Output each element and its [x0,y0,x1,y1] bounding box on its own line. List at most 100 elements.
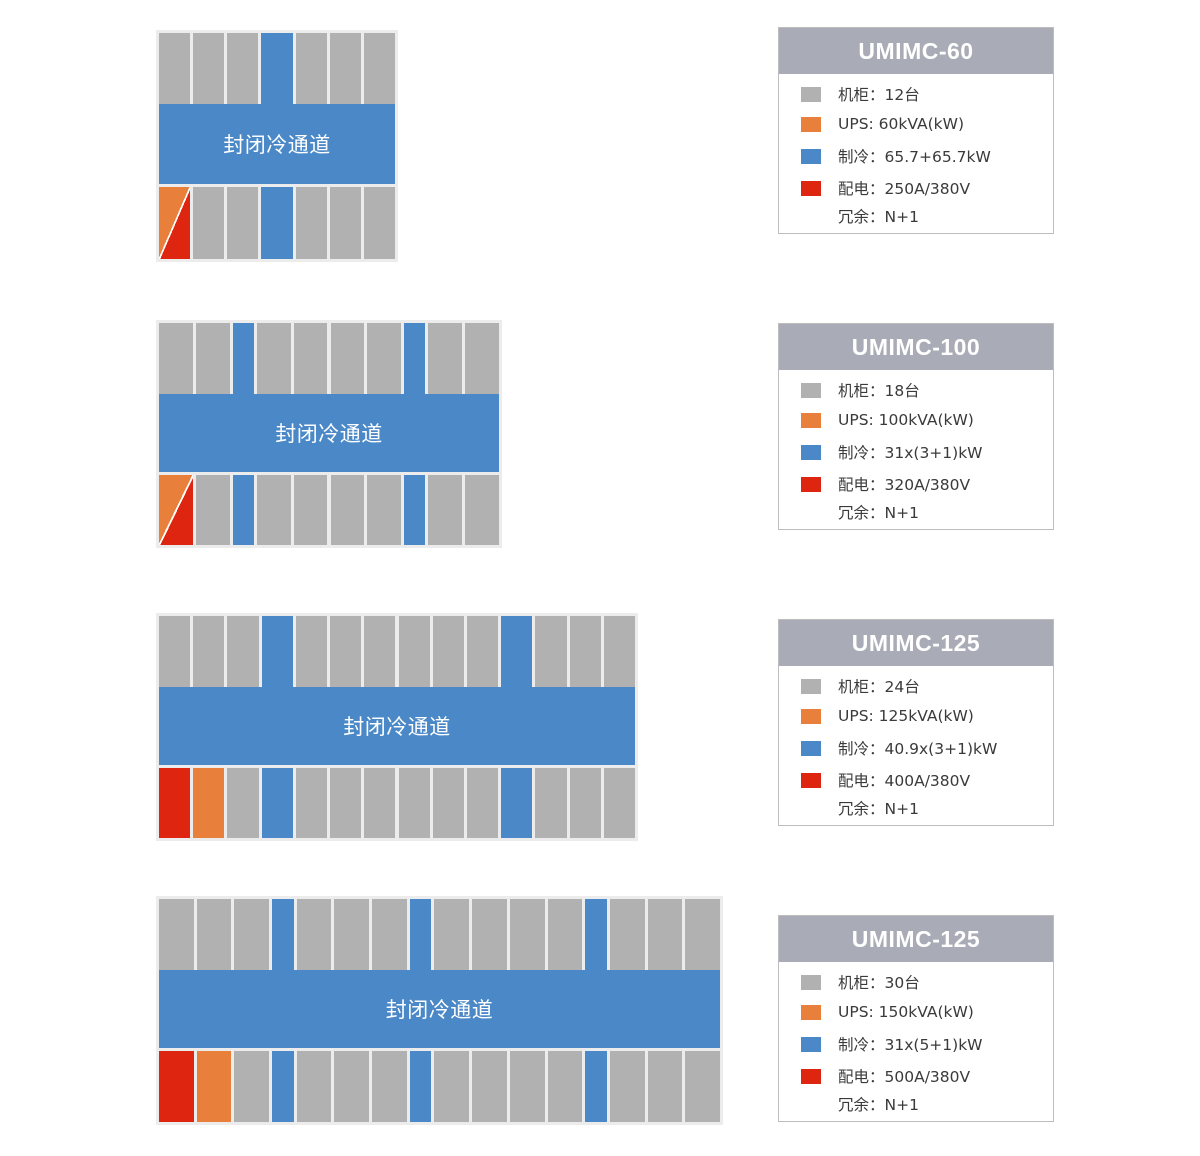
cooling-unit-cell [272,1051,294,1122]
spec-row: 机柜：18台 [801,380,920,400]
cooling-legend-swatch [801,740,821,756]
cabinet-cell [367,323,402,394]
power-distribution-cell [159,768,191,838]
spec-row: UPS: 150kVA(kW) [801,1002,974,1022]
spec-row: 冗余：N+1 [801,798,919,818]
cabinet-cell [398,616,430,687]
cabinet-cell [227,768,259,838]
spec-row: 机柜：30台 [801,972,920,992]
model-title: UMIMC-125 [779,620,1053,666]
cabinet-cell [193,187,225,259]
cabinet-cell [193,33,225,104]
cabinet-cell [227,33,259,104]
cabinet-cell [432,616,464,687]
cabinet-cell [227,616,259,687]
cabinet-cell [256,475,291,545]
cabinet-cell [295,187,327,259]
power-legend-swatch [801,180,821,196]
cabinet-cell [195,475,230,545]
cabinet-cell [293,475,328,545]
ups-power-split-cell [159,187,191,259]
cooling-unit-cell [261,187,293,259]
cooling-unit-cell [501,768,533,838]
model-title: UMIMC-60 [779,28,1053,74]
cabinet-cell [465,475,499,545]
cabinet-cell [434,1051,470,1122]
cooling-unit-cell [501,616,533,687]
legend-spacer [801,505,821,520]
cabinet-cell [296,899,332,970]
cabinet-cell [609,1051,645,1122]
cabinet-cell [465,323,499,394]
cabinet-cell [159,899,194,970]
cooling-unit-cell [261,616,293,687]
cabinet-cell [647,899,683,970]
cabinet-cell [472,899,507,970]
spec-row: 机柜：24台 [801,676,920,696]
spec-text: 机柜：18台 [838,382,920,400]
cabinet-cell [159,33,191,104]
cooling-legend-swatch [801,148,821,164]
floor-plan-3: 封闭冷通道 [156,613,638,841]
floor-plan-2: 封闭冷通道 [156,320,502,548]
corridor-label: 封闭冷通道 [385,998,494,1022]
cooling-unit-cell [585,899,607,970]
spec-text: 配电：320A/380V [838,476,971,494]
cabinet-cell [428,323,463,394]
legend-spacer [801,801,821,816]
corridor-label: 封闭冷通道 [223,133,331,157]
spec-card-3: UMIMC-125 机柜：24台 UPS: 125kVA(kW) 制冷：40.9x(3… [778,619,1054,826]
cabinet-cell [647,1051,683,1122]
corridor-label: 封闭冷通道 [343,715,451,739]
cooling-unit-cell [409,899,432,970]
cabinet-cell [364,616,396,687]
cabinet-cell [330,768,362,838]
cooling-legend-swatch [801,1036,821,1052]
cabinet-cell [295,616,328,687]
spec-row: 制冷：31x(5+1)kW [801,1034,983,1054]
cabinet-cell [466,616,499,687]
spec-row: 配电：320A/380V [801,474,970,494]
spec-text: 机柜：30台 [838,974,920,992]
cabinet-cell [372,899,407,970]
cabinet-cell [329,187,361,259]
cabinet-cell [334,1051,370,1122]
spec-row: 制冷：40.9x(3+1)kW [801,738,997,758]
model-title: UMIMC-125 [779,916,1053,962]
spec-row: 配电：500A/380V [801,1066,970,1086]
cabinet-cell [330,323,365,394]
cabinet-cell [295,768,328,838]
ups-power-split-cell [159,475,193,545]
corridor-label: 封闭冷通道 [275,422,383,446]
spec-text: 冗余：N+1 [838,800,919,818]
spec-row: UPS: 125kVA(kW) [801,706,974,726]
cabinet-cell [329,33,361,104]
cabinet-cell [256,323,291,394]
cabinet-cell [603,768,635,838]
cabinet-cell [428,475,463,545]
floor-plan-4: 封闭冷通道 [156,896,723,1125]
model-title: UMIMC-100 [779,324,1053,370]
power-distribution-cell [159,1051,194,1122]
ups-cell [196,1051,232,1122]
spec-row: 配电：400A/380V [801,770,970,790]
spec-card-1: UMIMC-60 机柜：12台 UPS: 60kVA(kW) 制冷：65.7+65.7… [778,27,1054,234]
cabinet-cell [547,1051,583,1122]
cooling-unit-cell [272,899,294,970]
spec-text: 制冷：31x(3+1)kW [838,444,983,462]
spec-text: 制冷：40.9x(3+1)kW [838,740,998,758]
cabinet-cell [685,1051,720,1122]
cabinet-cell [569,768,601,838]
spec-text: 冗余：N+1 [838,504,919,522]
cooling-unit-cell [404,323,426,394]
cabinet-cell [509,899,545,970]
cabinet-cell [472,1051,507,1122]
spec-row: 制冷：31x(3+1)kW [801,442,983,462]
spec-text: 冗余：N+1 [838,208,919,226]
legend-spacer [801,209,821,224]
cabinet-cell [227,187,259,259]
cabinet-cell [234,1051,270,1122]
spec-text: 机柜：12台 [838,86,920,104]
spec-text: UPS: 125kVA(kW) [838,707,974,725]
cabinet-cell [547,899,583,970]
